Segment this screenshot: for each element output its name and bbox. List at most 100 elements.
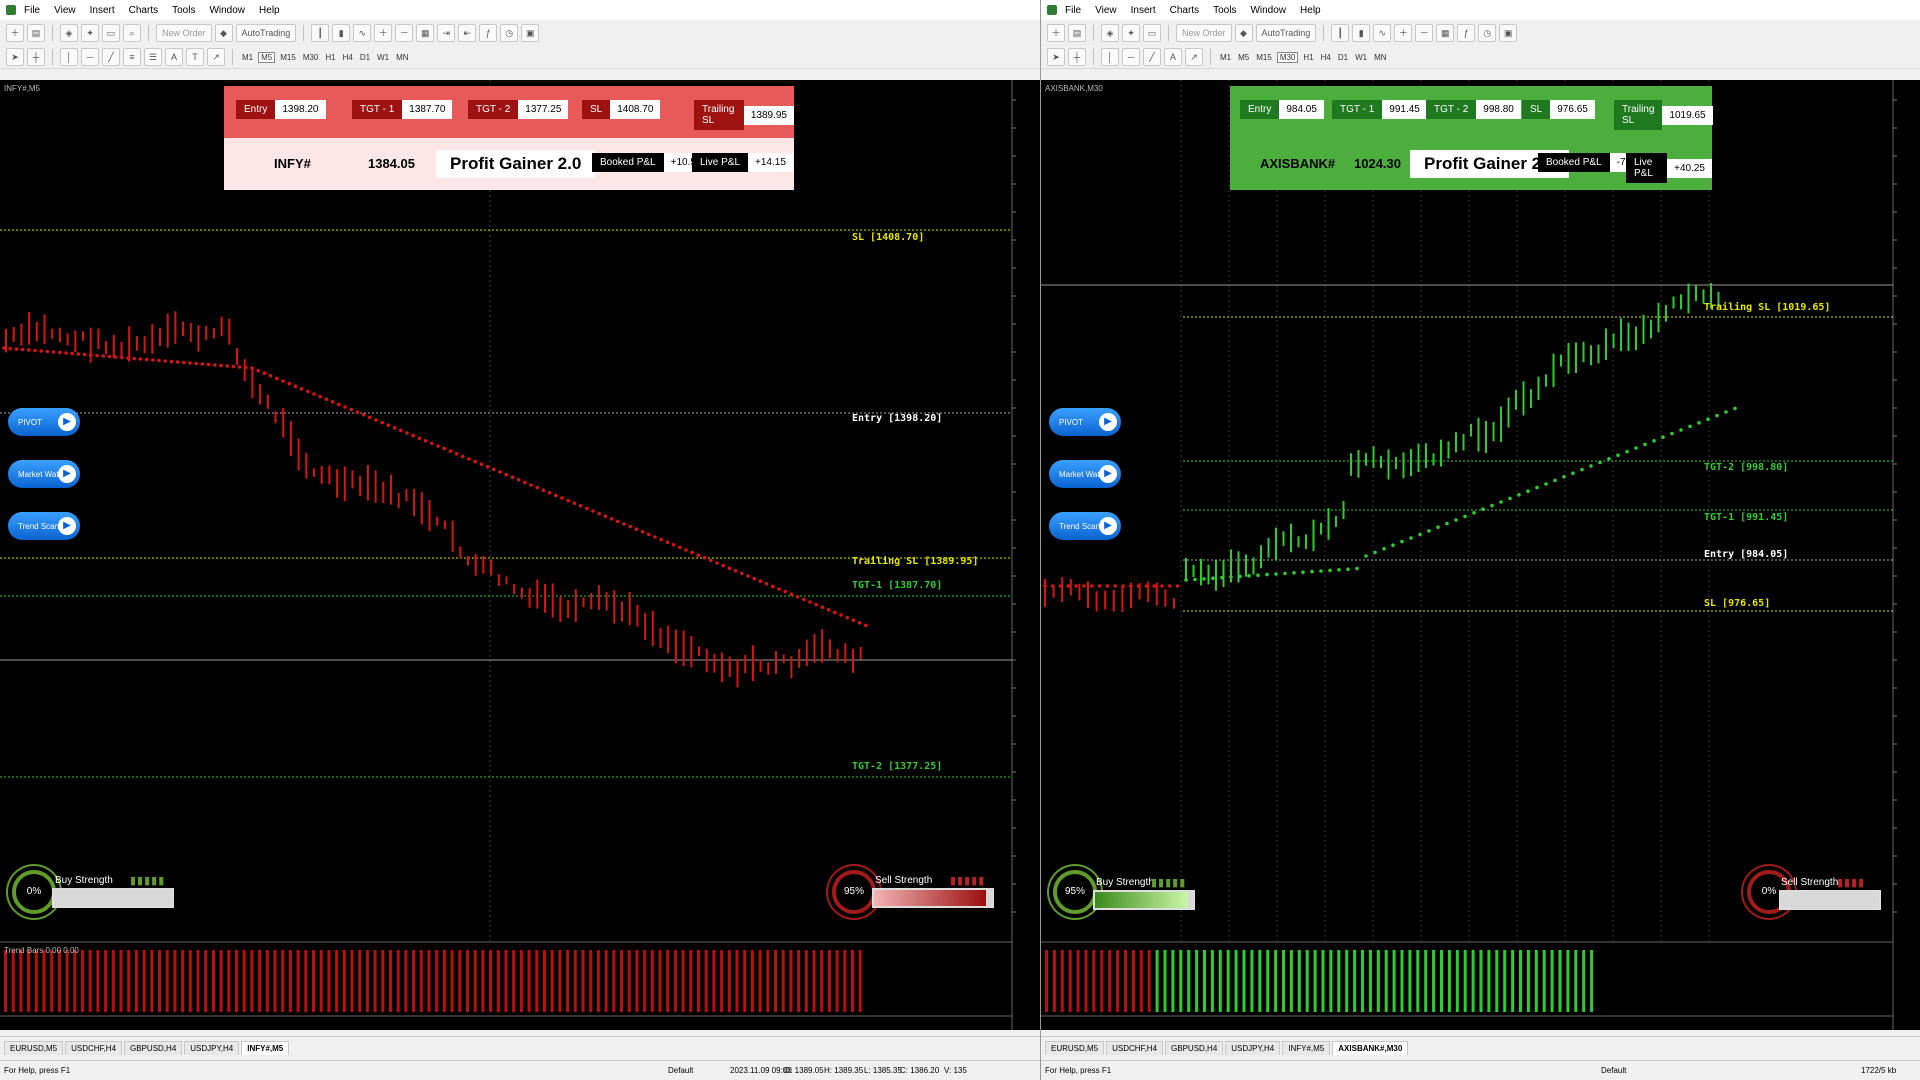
candlestick-icon[interactable]: ▮: [332, 24, 351, 42]
bar-chart-icon[interactable]: ┃: [311, 24, 330, 42]
metaeditor-icon[interactable]: ◆: [214, 24, 233, 42]
chart-shift-icon[interactable]: ⇤: [458, 24, 477, 42]
menu-help[interactable]: Help: [1300, 4, 1321, 16]
fibo-icon[interactable]: ☰: [144, 48, 162, 66]
menu-charts[interactable]: Charts: [1169, 4, 1200, 16]
channel-icon[interactable]: ≡: [123, 48, 141, 66]
tf-m5[interactable]: M5: [1238, 52, 1250, 62]
templates-icon[interactable]: ▣: [521, 24, 540, 42]
bar-chart-icon[interactable]: ┃: [1331, 24, 1350, 42]
navigator-icon[interactable]: ✦: [81, 24, 99, 42]
tf-w1[interactable]: W1: [1355, 52, 1368, 62]
indicators-icon[interactable]: ƒ: [479, 24, 498, 42]
trendline-icon[interactable]: ╱: [1143, 48, 1161, 66]
tf-d1[interactable]: D1: [359, 52, 371, 62]
horizontal-line-icon[interactable]: ─: [1122, 48, 1140, 66]
tf-m1[interactable]: M1: [242, 52, 254, 62]
autotrading-button[interactable]: AutoTrading: [1255, 24, 1317, 42]
menu-insert[interactable]: Insert: [89, 4, 115, 16]
horizontal-line-icon[interactable]: ─: [81, 48, 99, 66]
tf-h4[interactable]: H4: [342, 52, 353, 62]
menu-charts[interactable]: Charts: [128, 4, 159, 16]
trend-scanner-button[interactable]: Trend Scanner ▶: [1049, 512, 1121, 540]
text-icon[interactable]: A: [1164, 48, 1182, 66]
pivot-button[interactable]: PIVOT ▶: [8, 408, 80, 436]
navigator-icon[interactable]: ✦: [1122, 24, 1140, 42]
trendline-icon[interactable]: ╱: [102, 48, 120, 66]
tf-m15[interactable]: M15: [280, 52, 296, 62]
menu-tools[interactable]: Tools: [172, 4, 196, 16]
menu-file[interactable]: File: [24, 4, 41, 16]
line-chart-icon[interactable]: ∿: [353, 24, 372, 42]
new-chart-icon[interactable]: ＋: [1047, 24, 1065, 42]
chart-tab[interactable]: EURUSD,M5: [4, 1041, 64, 1055]
market-watch-button[interactable]: Market Watch ▶: [8, 460, 80, 488]
tile-windows-icon[interactable]: ▦: [1436, 24, 1455, 42]
menu-file[interactable]: File: [1065, 4, 1082, 16]
chart-tab[interactable]: USDCHF,H4: [65, 1041, 123, 1055]
pivot-button[interactable]: PIVOT ▶: [1049, 408, 1121, 436]
line-chart-icon[interactable]: ∿: [1373, 24, 1392, 42]
label-icon[interactable]: T: [186, 48, 204, 66]
chart-tab[interactable]: EURUSD,M5: [1045, 1041, 1105, 1055]
zoom-in-icon[interactable]: ＋: [1394, 24, 1413, 42]
tf-m1[interactable]: M1: [1220, 52, 1232, 62]
market-watch-icon[interactable]: ◈: [60, 24, 78, 42]
tf-d1[interactable]: D1: [1337, 52, 1349, 62]
zoom-out-icon[interactable]: －: [1415, 24, 1434, 42]
chart-tab-active[interactable]: AXISBANK#,M30: [1332, 1041, 1409, 1055]
market-watch-button[interactable]: Market Watch ▶: [1049, 460, 1121, 488]
new-order-button[interactable]: New Order: [1176, 24, 1232, 42]
zoom-out-icon[interactable]: －: [395, 24, 414, 42]
terminal-icon[interactable]: ▭: [102, 24, 120, 42]
profiles-icon[interactable]: ▤: [1068, 24, 1086, 42]
tf-w1[interactable]: W1: [377, 52, 390, 62]
indicators-icon[interactable]: ƒ: [1457, 24, 1476, 42]
chart-tab[interactable]: GBPUSD,H4: [124, 1041, 183, 1055]
metaeditor-icon[interactable]: ◆: [1234, 24, 1253, 42]
chart-area-axisbank[interactable]: AXISBANK,M30 Entry 984.05 TGT - 1 991.45 T…: [1041, 80, 1920, 1030]
chart-tab[interactable]: INFY#,M5: [1282, 1041, 1331, 1055]
tile-windows-icon[interactable]: ▦: [416, 24, 435, 42]
trend-scanner-button[interactable]: Trend Scanner ▶: [8, 512, 80, 540]
menu-view[interactable]: View: [1095, 4, 1117, 16]
profiles-icon[interactable]: ▤: [27, 24, 45, 42]
chart-tab-active[interactable]: INFY#,M5: [241, 1041, 290, 1055]
tf-m30[interactable]: M30: [302, 52, 319, 62]
tf-h4[interactable]: H4: [1320, 52, 1331, 62]
candlestick-icon[interactable]: ▮: [1352, 24, 1371, 42]
chart-tab[interactable]: GBPUSD,H4: [1165, 1041, 1224, 1055]
text-icon[interactable]: A: [165, 48, 183, 66]
menu-insert[interactable]: Insert: [1130, 4, 1156, 16]
market-watch-icon[interactable]: ◈: [1101, 24, 1119, 42]
tf-m30[interactable]: M30: [1276, 51, 1299, 63]
terminal-icon[interactable]: ▭: [1143, 24, 1161, 42]
arrows-icon[interactable]: ↗: [207, 48, 225, 66]
tf-m5[interactable]: M5: [258, 51, 276, 63]
chart-tab[interactable]: USDJPY,H4: [184, 1041, 240, 1055]
menu-window[interactable]: Window: [209, 4, 246, 16]
crosshair-icon[interactable]: ┼: [1068, 48, 1086, 66]
autoscroll-icon[interactable]: ⇥: [437, 24, 456, 42]
zoom-in-icon[interactable]: ＋: [374, 24, 393, 42]
tf-h1[interactable]: H1: [1303, 52, 1314, 62]
periods-icon[interactable]: ◷: [1478, 24, 1497, 42]
new-order-button[interactable]: New Order: [156, 24, 212, 42]
chart-tab[interactable]: USDJPY,H4: [1225, 1041, 1281, 1055]
templates-icon[interactable]: ▣: [1499, 24, 1518, 42]
menu-tools[interactable]: Tools: [1213, 4, 1237, 16]
cursor-icon[interactable]: ➤: [6, 48, 24, 66]
new-chart-icon[interactable]: ＋: [6, 24, 24, 42]
periods-icon[interactable]: ◷: [500, 24, 519, 42]
autotrading-button[interactable]: AutoTrading: [235, 24, 297, 42]
vertical-line-icon[interactable]: │: [60, 48, 78, 66]
arrows-icon[interactable]: ↗: [1185, 48, 1203, 66]
tf-mn[interactable]: MN: [1374, 52, 1387, 62]
chart-tab[interactable]: USDCHF,H4: [1106, 1041, 1164, 1055]
chart-area-infy[interactable]: INFY#,M5 Entry 1398.20 TGT - 1 1387.70 TGT…: [0, 80, 1040, 1030]
vertical-line-icon[interactable]: │: [1101, 48, 1119, 66]
cursor-icon[interactable]: ➤: [1047, 48, 1065, 66]
tf-h1[interactable]: H1: [325, 52, 336, 62]
menu-window[interactable]: Window: [1250, 4, 1287, 16]
tester-icon[interactable]: ⌕: [123, 24, 141, 42]
